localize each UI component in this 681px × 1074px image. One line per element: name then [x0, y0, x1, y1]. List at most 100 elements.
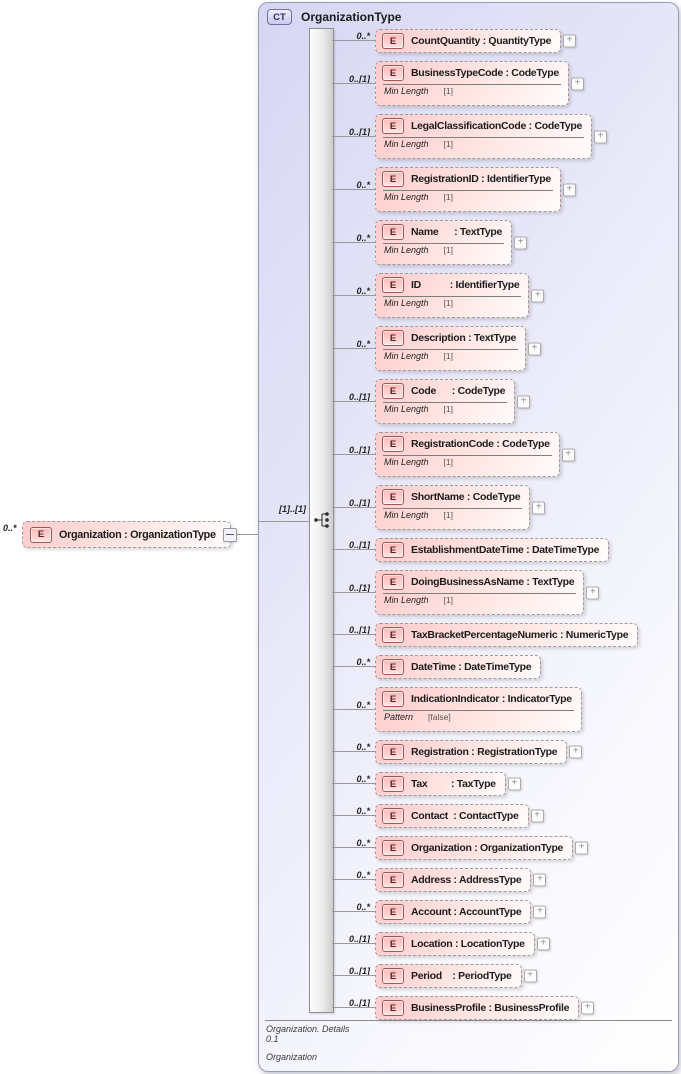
footer-divider: [265, 1020, 672, 1021]
facet-section: Min Length [1]: [376, 84, 568, 105]
expand-button[interactable]: +: [514, 236, 528, 249]
connector-line: [332, 708, 375, 710]
element-box[interactable]: E Name : TextType Min Length [1] +: [375, 220, 528, 265]
element-row: 0..* E ID : IdentifierType Min Length [1…: [332, 273, 545, 318]
expand-button[interactable]: +: [507, 777, 521, 791]
element-icon: E: [382, 33, 404, 49]
element-box[interactable]: E Contact : ContactType +: [375, 804, 544, 828]
element-icon: E: [382, 171, 404, 187]
expand-button[interactable]: +: [561, 448, 575, 461]
expand-button[interactable]: +: [532, 501, 546, 514]
element-box[interactable]: E IndicationIndicator : IndicatorType Pa…: [375, 687, 582, 732]
expand-button[interactable]: +: [562, 183, 576, 196]
element-label: LegalClassificationCode : CodeType: [411, 120, 583, 132]
connector-line: [332, 506, 375, 508]
cardinality-label: 0..[1]: [348, 540, 370, 550]
facet-name: Pattern: [384, 712, 414, 722]
cardinality-label: 0..*: [356, 31, 370, 41]
element-box[interactable]: E BusinessTypeCode : CodeType Min Length…: [375, 61, 584, 106]
facet-section: Min Length [1]: [376, 190, 560, 211]
element-box[interactable]: E Registration : RegistrationType +: [375, 740, 583, 764]
facet-value: [1]: [443, 595, 453, 605]
element-box[interactable]: E Description : TextType Min Length [1] …: [375, 326, 542, 371]
expand-button[interactable]: +: [533, 873, 547, 887]
element-label: Registration : RegistrationType: [411, 746, 558, 758]
expand-button[interactable]: +: [523, 969, 537, 983]
element-label: EstablishmentDateTime : DateTimeType: [411, 544, 600, 556]
cardinality-label: 0..[1]: [348, 126, 370, 137]
element-box[interactable]: E CountQuantity : QuantityType +: [375, 29, 577, 53]
collapse-handle[interactable]: [222, 527, 237, 542]
connector-line: [332, 847, 375, 848]
expand-button[interactable]: +: [528, 342, 542, 355]
sequence-compositor-icon[interactable]: [313, 510, 331, 530]
expand-button[interactable]: +: [536, 937, 550, 951]
cardinality-label: 0..[1]: [348, 582, 370, 593]
expand-button[interactable]: +: [594, 130, 608, 143]
element-label: TaxBracketPercentageNumeric : NumericTyp…: [411, 629, 629, 641]
cardinality-label: 0..[1]: [348, 966, 370, 976]
facet-divider: [383, 190, 553, 191]
element-box[interactable]: E LegalClassificationCode : CodeType Min…: [375, 114, 608, 159]
element-box[interactable]: E ID : IdentifierType Min Length [1] +: [375, 273, 545, 318]
connector-line: [332, 294, 375, 296]
facet-section: Min Length [1]: [376, 296, 528, 317]
facet-divider: [383, 455, 552, 456]
element-label: RegistrationCode : CodeType: [411, 438, 550, 450]
cardinality-label: 0..*: [356, 657, 370, 667]
element-label: Address : AddressType: [411, 874, 522, 886]
facet-section: Min Length [1]: [376, 349, 525, 370]
expand-button[interactable]: +: [533, 905, 547, 919]
element-box[interactable]: E EstablishmentDateTime : DateTimeType: [375, 538, 610, 562]
cardinality-label: 0..[1]: [348, 73, 370, 84]
connector-line: [332, 453, 375, 455]
expand-button[interactable]: +: [531, 289, 545, 302]
cardinality-label: 0..*: [356, 902, 370, 912]
root-element-box[interactable]: E Organization : OrganizationType: [22, 521, 237, 548]
expand-button[interactable]: +: [569, 745, 583, 759]
element-label: Location : LocationType: [411, 938, 525, 950]
element-box[interactable]: E Address : AddressType +: [375, 868, 547, 892]
connector-line: [332, 347, 375, 349]
element-box[interactable]: E DoingBusinessAsName : TextType Min Len…: [375, 570, 600, 615]
element-box[interactable]: E BusinessProfile : BusinessProfile +: [375, 996, 595, 1020]
cardinality-label: 0..*: [356, 338, 370, 349]
element-row: 0..* E RegistrationID : IdentifierType M…: [332, 167, 576, 212]
expand-button[interactable]: +: [530, 809, 544, 823]
element-box[interactable]: E DateTime : DateTimeType: [375, 655, 542, 679]
expand-button[interactable]: +: [586, 586, 600, 599]
element-row: 0..* E IndicationIndicator : IndicatorTy…: [332, 687, 582, 732]
expand-button[interactable]: +: [563, 34, 577, 48]
connector-line: [332, 591, 375, 593]
element-box[interactable]: E RegistrationID : IdentifierType Min Le…: [375, 167, 576, 212]
root-element-label: Organization : OrganizationType: [59, 528, 216, 541]
element-box[interactable]: E Organization : OrganizationType +: [375, 836, 589, 860]
facet-value: [1]: [443, 192, 453, 202]
element-box[interactable]: E TaxBracketPercentageNumeric : NumericT…: [375, 623, 639, 647]
cardinality-label: 0..*: [356, 870, 370, 880]
facet-value: [1]: [443, 86, 453, 96]
element-box[interactable]: E Account : AccountType +: [375, 900, 547, 924]
facet-value: [1]: [443, 510, 453, 520]
element-icon: E: [382, 968, 404, 984]
element-box[interactable]: E ShortName : CodeType Min Length [1] +: [375, 485, 546, 530]
root-connector-line: [228, 534, 258, 535]
element-box[interactable]: E Period : PeriodType +: [375, 964, 537, 988]
element-label: ID : IdentifierType: [411, 279, 520, 291]
cardinality-label: 0..*: [356, 774, 370, 784]
facet-name: Min Length: [384, 595, 429, 605]
connector-line: [332, 943, 375, 944]
element-box[interactable]: E Code : CodeType Min Length [1] +: [375, 379, 531, 424]
expand-button[interactable]: +: [517, 395, 531, 408]
expand-button[interactable]: +: [575, 841, 589, 855]
element-box[interactable]: E RegistrationCode : CodeType Min Length…: [375, 432, 575, 477]
expand-button[interactable]: +: [570, 77, 584, 90]
expand-button[interactable]: +: [581, 1001, 595, 1015]
element-row: 0..* E Organization : OrganizationType +: [332, 836, 589, 860]
connector-line: [332, 975, 375, 976]
element-icon: E: [382, 936, 404, 952]
facet-value: [1]: [443, 139, 453, 149]
element-box[interactable]: E Location : LocationType +: [375, 932, 550, 956]
element-box[interactable]: E Tax : TaxType +: [375, 772, 521, 796]
